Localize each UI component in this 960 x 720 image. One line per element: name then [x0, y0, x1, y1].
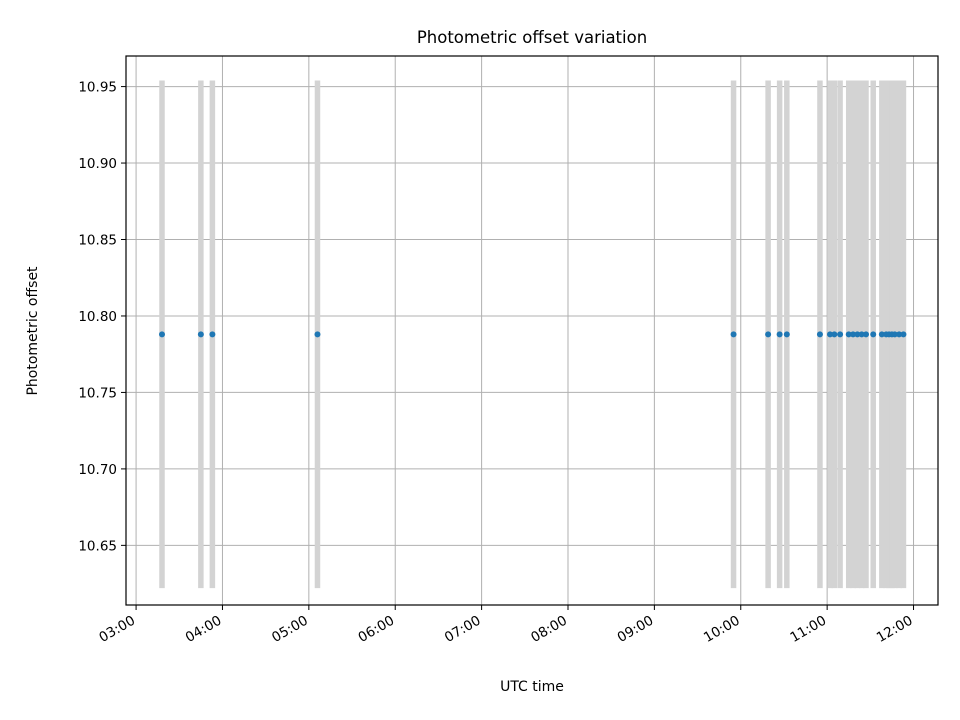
- data-point: [831, 331, 838, 338]
- data-point: [878, 331, 885, 338]
- y-axis-ticks: 10.65 10.70 10.75 10.80 10.85 10.90 10.95: [78, 80, 126, 554]
- x-axis-label: UTC time: [500, 679, 564, 695]
- y-tick-label: 10.85: [78, 233, 117, 249]
- data-point: [845, 331, 852, 338]
- data-point: [197, 331, 204, 338]
- y-tick-label: 10.95: [78, 80, 117, 96]
- data-point: [730, 331, 737, 338]
- plot-frame: [125, 55, 939, 606]
- data-point: [896, 331, 903, 338]
- data-point: [816, 331, 823, 338]
- data-point: [776, 331, 783, 338]
- y-tick-label: 10.90: [78, 156, 117, 172]
- data-point: [850, 331, 857, 338]
- data-point: [783, 331, 790, 338]
- data-point: [870, 331, 877, 338]
- data-point: [827, 331, 834, 338]
- data-point: [765, 331, 772, 338]
- data-points: [158, 331, 907, 338]
- data-point: [863, 331, 870, 338]
- y-axis-label: Photometric offset: [25, 266, 41, 396]
- y-tick-label: 10.70: [78, 462, 117, 478]
- data-point: [314, 331, 321, 338]
- data-point: [209, 331, 216, 338]
- y-tick-label: 10.75: [78, 385, 117, 401]
- data-point: [858, 331, 865, 338]
- data-point: [837, 331, 844, 338]
- data-point: [158, 331, 165, 338]
- y-tick-label: 10.65: [78, 538, 117, 554]
- grid: [126, 56, 938, 605]
- data-point: [891, 331, 898, 338]
- chart-title: Photometric offset variation: [417, 28, 647, 47]
- y-tick-label: 10.80: [78, 309, 117, 325]
- data-point: [900, 331, 907, 338]
- data-point: [854, 331, 861, 338]
